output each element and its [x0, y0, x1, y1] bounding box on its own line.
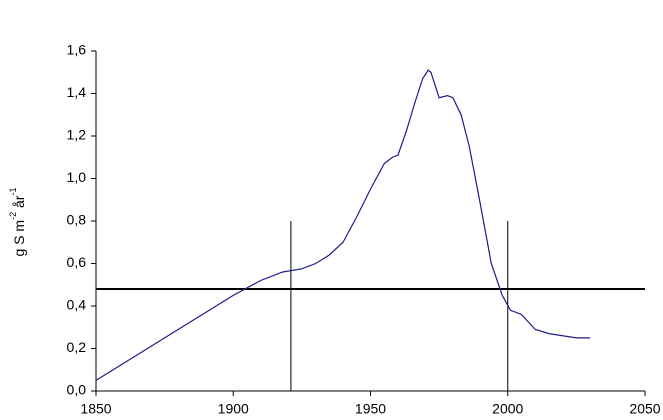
y-tick-label: 1,2 — [67, 127, 87, 143]
x-tick-label: 2050 — [629, 401, 660, 417]
label-sup: -2 — [8, 212, 18, 220]
y-tick-label: 1,0 — [67, 169, 87, 185]
label-sup: -1 — [8, 188, 18, 196]
label-part: år — [11, 195, 27, 212]
x-tick-label: 1950 — [355, 401, 386, 417]
y-tick-label: 0,2 — [67, 339, 87, 355]
y-tick-label: 0,0 — [67, 382, 87, 398]
label-part: g S m — [11, 220, 27, 257]
data-line — [95, 69, 591, 381]
y-tick-label: 1,6 — [67, 42, 87, 58]
x-tick-label: 2000 — [492, 401, 523, 417]
x-tick-label: 1850 — [80, 401, 111, 417]
y-tick-label: 0,6 — [67, 254, 87, 270]
y-tick-label: 0,8 — [67, 212, 87, 228]
x-tick-label: 1900 — [218, 401, 249, 417]
y-axis-label: g S m-2 år-1 — [8, 188, 26, 257]
y-tick-label: 1,4 — [67, 84, 87, 100]
y-tick-label: 0,4 — [67, 297, 87, 313]
